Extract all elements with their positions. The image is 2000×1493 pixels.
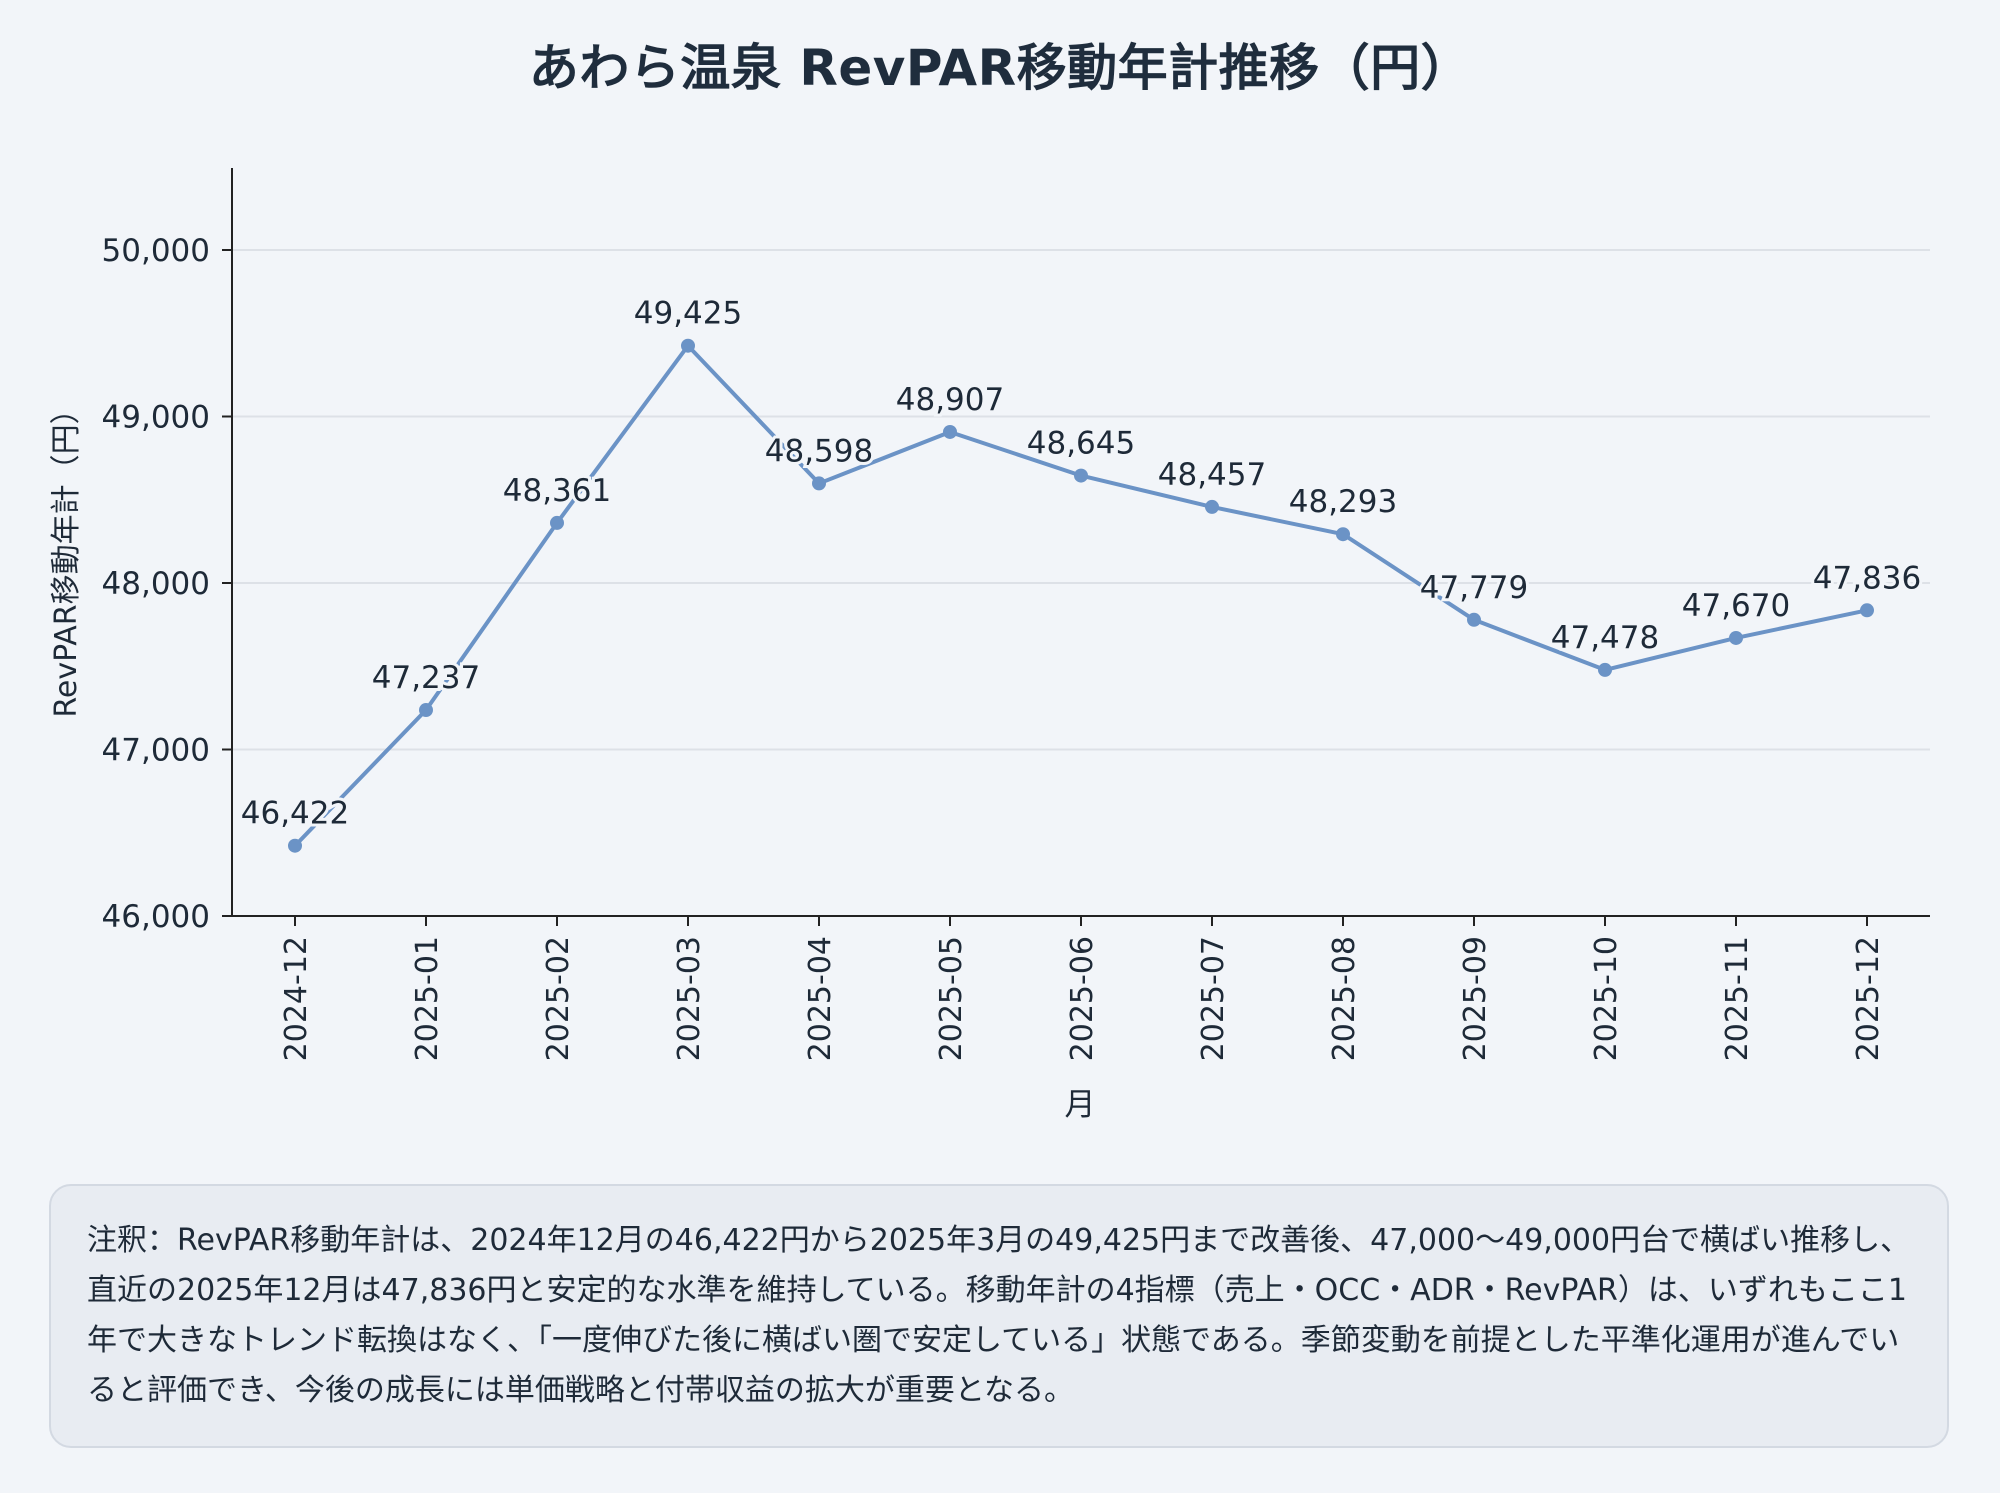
data-point [1729, 630, 1743, 645]
data-point [419, 703, 433, 718]
data-point [1598, 662, 1612, 677]
data-label: 48,598 [765, 433, 873, 469]
data-point [1205, 499, 1219, 514]
x-axis-label: 月 [1065, 1087, 1096, 1123]
x-tick-label: 2025-09 [1458, 936, 1493, 1061]
data-point [812, 476, 826, 491]
x-tick-label: 2025-07 [1196, 936, 1231, 1061]
data-point [1074, 468, 1088, 483]
data-point [943, 424, 957, 439]
x-tick-label: 2025-12 [1851, 936, 1886, 1061]
y-tick-label: 48,000 [102, 566, 210, 602]
data-label: 48,361 [503, 473, 611, 509]
data-label: 47,836 [1813, 560, 1921, 596]
y-ticks: 46,000 47,000 48,000 49,000 50,000 [102, 233, 232, 935]
data-label: 48,907 [896, 382, 1004, 418]
data-label: 48,457 [1158, 457, 1266, 493]
annotation-box: 注釈：RevPAR移動年計は、2024年12月の46,422円から2025年3月… [49, 1184, 1949, 1448]
data-point [681, 338, 695, 353]
x-tick-label: 2025-08 [1327, 936, 1362, 1061]
annotation-text: 注釈：RevPAR移動年計は、2024年12月の46,422円から2025年3月… [87, 1223, 1911, 1408]
grid-lines [232, 249, 1930, 751]
data-labels: 46,422 47,237 48,361 49,425 48,598 48,907 48,6… [238, 293, 1924, 835]
data-label: 47,237 [372, 660, 480, 696]
data-point [1860, 603, 1874, 618]
data-point [1336, 527, 1350, 542]
data-label: 46,422 [241, 796, 349, 832]
x-tick-label: 2025-03 [672, 936, 707, 1061]
x-tick-label: 2025-02 [541, 936, 576, 1061]
data-label: 47,779 [1420, 570, 1528, 606]
data-point [550, 515, 564, 530]
data-label: 48,645 [1027, 426, 1135, 462]
y-tick-label: 46,000 [102, 899, 210, 935]
y-tick-label: 49,000 [102, 400, 210, 436]
x-tick-label: 2025-05 [934, 936, 969, 1061]
series-line [293, 343, 1869, 848]
x-tick-label: 2025-01 [410, 936, 445, 1061]
data-label: 47,478 [1551, 620, 1659, 656]
x-tick-label: 2025-11 [1720, 936, 1755, 1061]
axes [231, 168, 1930, 917]
data-point [1467, 612, 1481, 627]
x-tick-label: 2025-10 [1589, 936, 1624, 1061]
y-tick-label: 47,000 [102, 733, 210, 769]
series [288, 338, 1874, 853]
y-axis-label: RevPAR移動年計（円） [49, 394, 84, 717]
x-tick-label: 2024-12 [279, 936, 314, 1061]
data-point [288, 838, 302, 853]
data-label: 47,670 [1682, 588, 1790, 624]
x-tick-label: 2025-06 [1065, 936, 1100, 1061]
y-tick-label: 50,000 [102, 233, 210, 269]
x-tick-label: 2025-04 [803, 936, 838, 1061]
data-label: 48,293 [1289, 484, 1397, 520]
chart-title: あわら温泉 RevPAR移動年計推移（円） [528, 39, 1472, 97]
x-ticks: 2024-12 2025-01 2025-02 2025-03 2025-04 2025-… [279, 916, 1886, 1061]
data-label: 49,425 [634, 296, 742, 332]
